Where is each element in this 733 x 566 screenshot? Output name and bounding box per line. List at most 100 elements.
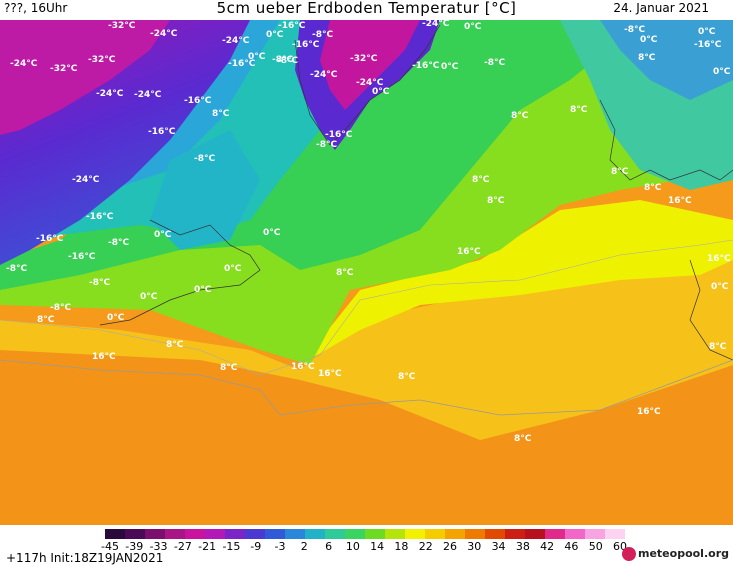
temp-label: -24°C xyxy=(310,70,338,80)
temp-label: 0°C xyxy=(640,35,658,45)
legend-swatch xyxy=(105,529,126,539)
isotherm-8 xyxy=(0,239,733,376)
temp-label: -16°C xyxy=(86,212,114,222)
isotherm-16 xyxy=(0,359,733,416)
temp-label: 16°C xyxy=(637,407,661,417)
legend-swatch xyxy=(465,529,486,539)
legend-tick-label: 46 xyxy=(564,540,579,553)
europe-coastline xyxy=(599,99,733,181)
temp-label: -8°C xyxy=(6,264,27,274)
temperature-labels: -32°C -24°C -24°C -16°C -8°C -24°C 0°C -… xyxy=(6,20,731,444)
legend-swatch xyxy=(545,529,566,539)
legend-swatch xyxy=(385,529,406,539)
meteopool-logo-icon xyxy=(622,547,636,561)
legend-tick-label: -39 xyxy=(125,540,144,553)
color-scale-ticks: -45 -39 -33 -27 -21 -15 -9 -3 2 6 10 14 18 22 26 30 34 38… xyxy=(101,540,630,554)
brand-logo[interactable]: meteopool.org xyxy=(622,547,729,561)
temp-label: -8°C xyxy=(277,56,298,66)
legend-tick-label: 18 xyxy=(394,540,409,553)
temp-label: -24°C xyxy=(134,90,162,100)
legend-tick-label: -3 xyxy=(274,540,286,553)
legend-swatch xyxy=(565,529,586,539)
temp-label: -24°C xyxy=(72,175,100,185)
legend-tick-label: 30 xyxy=(467,540,482,553)
temp-label: 8°C xyxy=(514,434,532,444)
temp-label: 0°C xyxy=(224,264,242,274)
temp-label: -8°C xyxy=(89,278,110,288)
temp-label: 0°C xyxy=(711,282,729,292)
legend-tick-label: 22 xyxy=(418,540,433,553)
scandinavia-cold-zone xyxy=(600,20,733,100)
legend-swatch xyxy=(525,529,546,539)
extreme-cold-zone xyxy=(0,20,170,135)
temp-label: -32°C xyxy=(108,21,136,31)
temp-label: 0°C xyxy=(266,30,284,40)
temp-label: -16°C xyxy=(148,127,176,137)
labrador-zone xyxy=(150,130,260,250)
legend-swatch xyxy=(485,529,506,539)
temp-label: 8°C xyxy=(638,53,656,63)
temp-label: -16°C xyxy=(36,234,64,244)
temp-label: 16°C xyxy=(457,247,481,257)
legend-swatch xyxy=(585,529,606,539)
temp-label: 8°C xyxy=(487,196,505,206)
legend-swatch xyxy=(305,529,326,539)
temp-label: -8°C xyxy=(312,30,333,40)
legend-swatch xyxy=(125,529,146,539)
legend-tick-label: -15 xyxy=(222,540,241,553)
temp-label: 0°C xyxy=(140,292,158,302)
temp-label: 8°C xyxy=(611,167,629,177)
temp-label: 16°C xyxy=(291,362,315,372)
legend-swatch xyxy=(165,529,186,539)
legend-swatch xyxy=(505,529,526,539)
legend-swatch xyxy=(285,529,306,539)
legend-tick-label: -45 xyxy=(101,540,119,553)
temp-label: -24°C xyxy=(422,20,450,29)
temp-label: 0°C xyxy=(263,228,281,238)
temp-label: -8°C xyxy=(50,303,71,313)
yellow-band xyxy=(300,200,733,365)
temp-label: -32°C xyxy=(50,64,78,74)
temp-label: 8°C xyxy=(336,268,354,278)
brand-name: meteopool.org xyxy=(638,547,729,560)
temp-label: 16°C xyxy=(92,352,116,362)
temp-label: 16°C xyxy=(668,196,692,206)
legend-tick-label: 26 xyxy=(443,540,457,553)
greenland-core-zone xyxy=(320,20,420,110)
temp-label: 0°C xyxy=(464,22,482,32)
legend-tick-label: 38 xyxy=(515,540,530,553)
temp-label: 0°C xyxy=(372,87,390,97)
temp-label: -16°C xyxy=(68,252,96,262)
legend-swatch xyxy=(365,529,386,539)
temp-label: -8°C xyxy=(194,154,215,164)
temp-label: 0°C xyxy=(248,52,266,62)
temp-label: -16°C xyxy=(278,21,306,31)
legend-tick-label: 2 xyxy=(300,540,308,553)
temp-label: 0°C xyxy=(107,313,125,323)
legend-swatch xyxy=(145,529,166,539)
legend-tick-label: 14 xyxy=(370,540,385,553)
forecast-date: 24. Januar 2021 xyxy=(613,1,709,15)
temp-label: 8°C xyxy=(398,372,416,382)
temp-label: -32°C xyxy=(88,55,116,65)
temp-label: 0°C xyxy=(154,230,172,240)
legend-tick-label: -9 xyxy=(250,540,262,553)
legend-swatch xyxy=(445,529,466,539)
legend-tick-label: 10 xyxy=(345,540,360,553)
map-footer: -45 -39 -33 -27 -21 -15 -9 -3 2 6 10 14 18 22 26 30 34 38… xyxy=(0,525,733,566)
legend-swatch xyxy=(225,529,246,539)
legend-swatch xyxy=(245,529,266,539)
temp-label: 8°C xyxy=(472,175,490,185)
greenland-coastline xyxy=(294,24,441,146)
coastline xyxy=(99,219,261,326)
temp-label: -32°C xyxy=(350,54,378,64)
map-header: ???, 16Uhr 5cm ueber Erdboden Temperatur… xyxy=(0,0,733,20)
temp-label: -8°C xyxy=(316,140,337,150)
temp-label: -8°C xyxy=(272,55,293,65)
temp-label: -16°C xyxy=(228,59,256,69)
legend-tick-label: 6 xyxy=(325,540,333,553)
temp-label: 16°C xyxy=(707,254,731,264)
iberia-coastline xyxy=(689,259,733,361)
legend-tick-label: -21 xyxy=(198,540,217,553)
init-time-label: +117h Init:18Z19JAN2021 xyxy=(6,551,164,565)
